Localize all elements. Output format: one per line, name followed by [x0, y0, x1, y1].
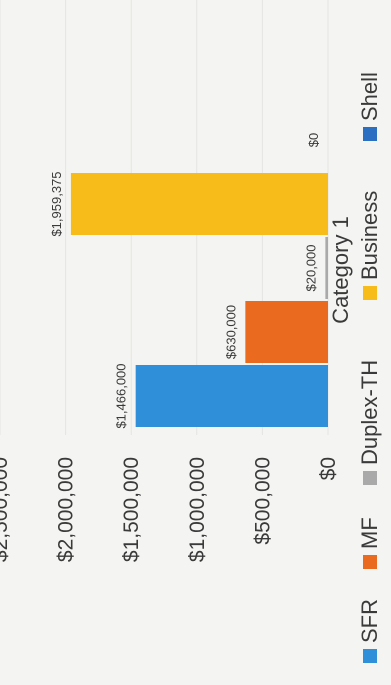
- y-tick-label: $500,000: [251, 457, 274, 545]
- bar-duplex-th: [325, 237, 329, 299]
- legend-swatch: [363, 649, 377, 663]
- bar-mf: [245, 301, 328, 363]
- bar-business: [70, 173, 329, 235]
- category-label: Category 1: [328, 216, 353, 324]
- data-label: $0: [306, 133, 321, 147]
- legend-item-label: Business: [357, 191, 382, 280]
- data-label: $1,466,000: [114, 363, 129, 428]
- y-axis-ticks: $0 $500,000 $1,000,000 $1,500,000 $2,000,000…: [0, 457, 340, 562]
- y-tick-label: $2,000,000: [55, 457, 78, 562]
- legend-item-label: SFR: [357, 599, 382, 643]
- y-tick-label: $2,500,000: [0, 457, 12, 562]
- legend: SFR MF Duplex-TH Business Shell: [357, 72, 382, 663]
- legend-swatch: [363, 555, 377, 569]
- legend-swatch: [363, 127, 377, 141]
- legend-item-label: Shell: [357, 72, 382, 121]
- y-tick-label: $1,000,000: [186, 457, 209, 562]
- data-labels: $1,466,000 $630,000 $20,000 $1,959,375 $0: [49, 133, 321, 429]
- bars: [70, 173, 329, 427]
- data-label: $20,000: [303, 245, 318, 292]
- legend-item-label: MF: [357, 517, 382, 549]
- data-label: $1,959,375: [49, 171, 64, 236]
- y-tick-label: $0: [317, 457, 340, 480]
- legend-item-label: Duplex-TH: [357, 360, 382, 465]
- data-label: $630,000: [223, 305, 238, 359]
- bar-sfr: [135, 365, 328, 427]
- y-tick-label: $1,500,000: [120, 457, 143, 562]
- legend-swatch: [363, 286, 377, 300]
- legend-swatch: [363, 471, 377, 485]
